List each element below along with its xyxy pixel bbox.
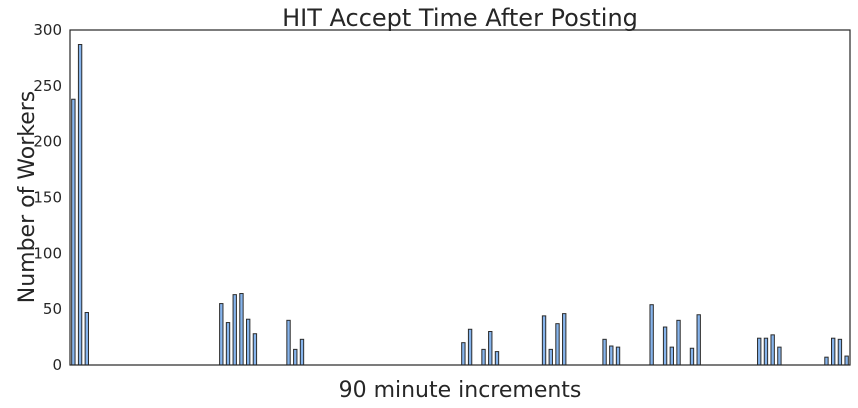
bar (239, 293, 244, 366)
bar (293, 348, 298, 366)
bar (299, 338, 305, 366)
y-tick-label: 300 (33, 21, 62, 39)
bar (662, 326, 668, 366)
bar (467, 328, 473, 366)
bar (609, 345, 614, 366)
bar (615, 346, 621, 366)
bar (219, 303, 224, 366)
y-tick-label: 0 (52, 356, 62, 374)
bar (831, 337, 836, 366)
y-tick-label: 150 (33, 189, 62, 207)
bar (824, 356, 829, 366)
bar (562, 313, 567, 366)
bar (649, 304, 654, 366)
bar (763, 337, 769, 366)
bar (246, 318, 251, 366)
y-tick-label: 200 (33, 133, 62, 151)
bar (461, 342, 466, 366)
plot-frame (69, 29, 851, 366)
bar (225, 322, 231, 366)
chart-title: HIT Accept Time After Posting (282, 4, 638, 32)
bar (252, 333, 258, 366)
bars (71, 44, 849, 366)
bar (541, 315, 547, 366)
bar (481, 348, 486, 366)
bar (777, 346, 782, 366)
x-axis-label: 90 minute increments (339, 378, 582, 403)
y-tick-label: 50 (43, 300, 62, 318)
bar (286, 319, 291, 366)
bar (669, 346, 674, 366)
bar (548, 348, 553, 366)
bar (844, 355, 849, 366)
bar (488, 331, 493, 366)
y-tick-label: 100 (33, 244, 62, 262)
bar (696, 314, 701, 366)
bar (494, 351, 500, 366)
bar (71, 98, 76, 366)
y-axis-label: Number of Workers (15, 91, 40, 304)
bar (84, 312, 89, 366)
y-axis-ticks: 0 50 100 150 200 250 300 (33, 21, 62, 374)
bar (676, 319, 681, 366)
bar (757, 337, 762, 366)
bar (77, 44, 83, 366)
bar (555, 323, 560, 366)
bar (602, 338, 607, 366)
bar (837, 338, 843, 366)
bar (232, 294, 237, 366)
bar (689, 347, 695, 366)
bar (770, 334, 775, 366)
y-tick-label: 250 (33, 77, 62, 95)
